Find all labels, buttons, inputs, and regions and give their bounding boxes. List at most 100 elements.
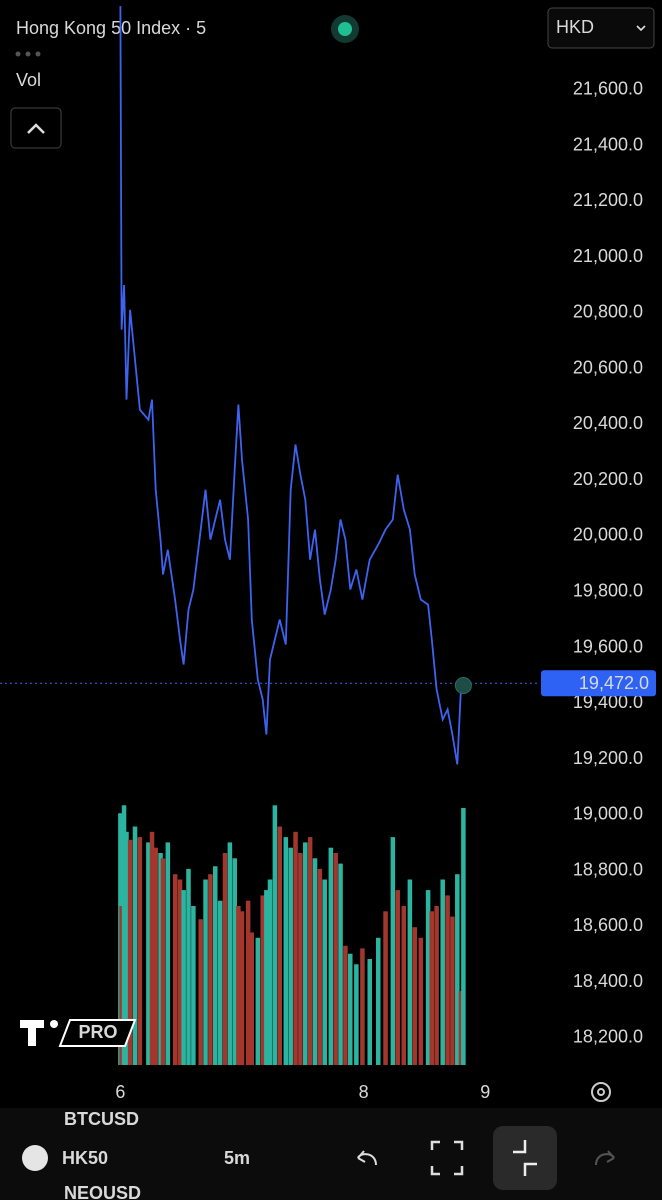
volume-bar (264, 890, 269, 1065)
symbol-icon (22, 1145, 48, 1171)
volume-bar (198, 919, 203, 1065)
volume-bar (249, 932, 255, 1065)
volume-bar (360, 948, 365, 1065)
volume-bar (338, 863, 343, 1065)
symbol[interactable]: HK50 (62, 1148, 108, 1168)
volume-bar (124, 831, 129, 1065)
last-price-box (541, 670, 656, 697)
currency: HKD (556, 17, 594, 37)
y-tick-label: 20,400.0 (573, 413, 643, 433)
volume-bar (121, 805, 127, 1065)
chart-title: Hong Kong 50 Index · 5 (16, 18, 206, 38)
volume-bar (395, 890, 400, 1065)
volume-bar (440, 879, 445, 1065)
y-tick-label: 18,200.0 (573, 1027, 643, 1047)
volume-bar (455, 874, 460, 1065)
last-point (454, 676, 472, 694)
background-symbol: NEOUSD (64, 1183, 141, 1200)
currency-select[interactable] (547, 7, 655, 49)
volume-bar (239, 911, 245, 1065)
volume-bar (412, 927, 417, 1065)
volume-bar (137, 837, 143, 1065)
volume-bar (383, 911, 388, 1065)
volume-bar (303, 842, 308, 1065)
volume-bar (434, 906, 439, 1065)
volume-bar (191, 906, 196, 1065)
volume-bar (149, 831, 155, 1065)
plot: 18,200.0 18,400.0 18,600.0 18,800.0 19,000.0… (0, 6, 656, 1102)
title-dots (15, 51, 41, 57)
volume-bar (203, 879, 208, 1065)
y-tick-label: 19,400.0 (573, 692, 643, 712)
volume-bar (322, 879, 327, 1065)
y-tick-label: 19,800.0 (573, 581, 643, 601)
volume-bar (461, 807, 466, 1065)
volume-bar (132, 826, 138, 1065)
interval[interactable]: 5m (224, 1148, 250, 1168)
volume-bar (172, 874, 178, 1065)
y-tick-label: 21,200.0 (573, 190, 643, 210)
y-tick-label: 19,600.0 (573, 636, 643, 656)
volume-bar (293, 831, 298, 1065)
volume-bar (236, 906, 241, 1065)
volume-bar (354, 964, 359, 1065)
volume-bar (407, 879, 413, 1065)
y-tick-label: 19,000.0 (573, 804, 643, 824)
x-tick-label: 8 (359, 1082, 369, 1102)
y-tick-label: 21,400.0 (573, 134, 643, 154)
volume-bar (348, 953, 353, 1065)
volume-bar (312, 858, 318, 1065)
volume-bar (255, 937, 261, 1065)
volume-label: Vol (16, 70, 41, 90)
volume-bar (283, 837, 289, 1065)
collapse-button[interactable] (10, 107, 62, 149)
volume-bar (307, 837, 313, 1065)
volume-bar (272, 805, 278, 1065)
y-tick-label: 20,800.0 (573, 302, 643, 322)
settings-icon[interactable] (591, 1082, 611, 1102)
volume-bar (119, 906, 124, 1065)
volume-bar (418, 937, 424, 1065)
volume-bar (158, 853, 163, 1065)
volume-bar (317, 868, 323, 1065)
y-tick-label: 21,600.0 (573, 79, 643, 99)
volume-bar (245, 900, 251, 1065)
volume-bar (177, 879, 183, 1065)
y-tick-label: 20,000.0 (573, 525, 643, 545)
volume-bar (181, 890, 186, 1065)
volume-bar (208, 874, 213, 1065)
fullscreen-icon[interactable] (430, 1140, 464, 1176)
volume-bar (401, 906, 407, 1065)
volume-bar (367, 959, 372, 1065)
volume-bar (445, 895, 450, 1065)
volume-bar (425, 890, 431, 1065)
redo-icon[interactable] (595, 1150, 615, 1166)
volume-bar (277, 826, 282, 1065)
watermark-logo (20, 1019, 137, 1047)
crosshair-button[interactable] (493, 1126, 557, 1190)
volume-bar (298, 853, 303, 1065)
volume-bar (127, 839, 133, 1065)
y-tick-label: 18,400.0 (573, 971, 643, 991)
y-tick-label: 18,600.0 (573, 915, 643, 935)
volume-bar (146, 842, 151, 1065)
volume-bar (217, 900, 223, 1065)
volume-bar (333, 853, 338, 1065)
volume-bar (165, 842, 171, 1065)
x-tick-label: 9 (480, 1082, 490, 1102)
volume-bar (375, 937, 381, 1065)
y-tick-label: 18,800.0 (573, 859, 643, 879)
volume-bar (390, 837, 396, 1065)
watermark: PRO (78, 1022, 117, 1042)
volume-bar (153, 847, 158, 1065)
volume-bar (227, 842, 233, 1065)
volume-bar (213, 866, 218, 1065)
status-dot (331, 15, 359, 43)
volume-bar (288, 847, 293, 1065)
volume-bar (260, 895, 265, 1065)
undo-icon[interactable] (357, 1150, 377, 1166)
last-price-label: 19,472.0 (579, 673, 649, 693)
volume-bar (343, 945, 348, 1065)
